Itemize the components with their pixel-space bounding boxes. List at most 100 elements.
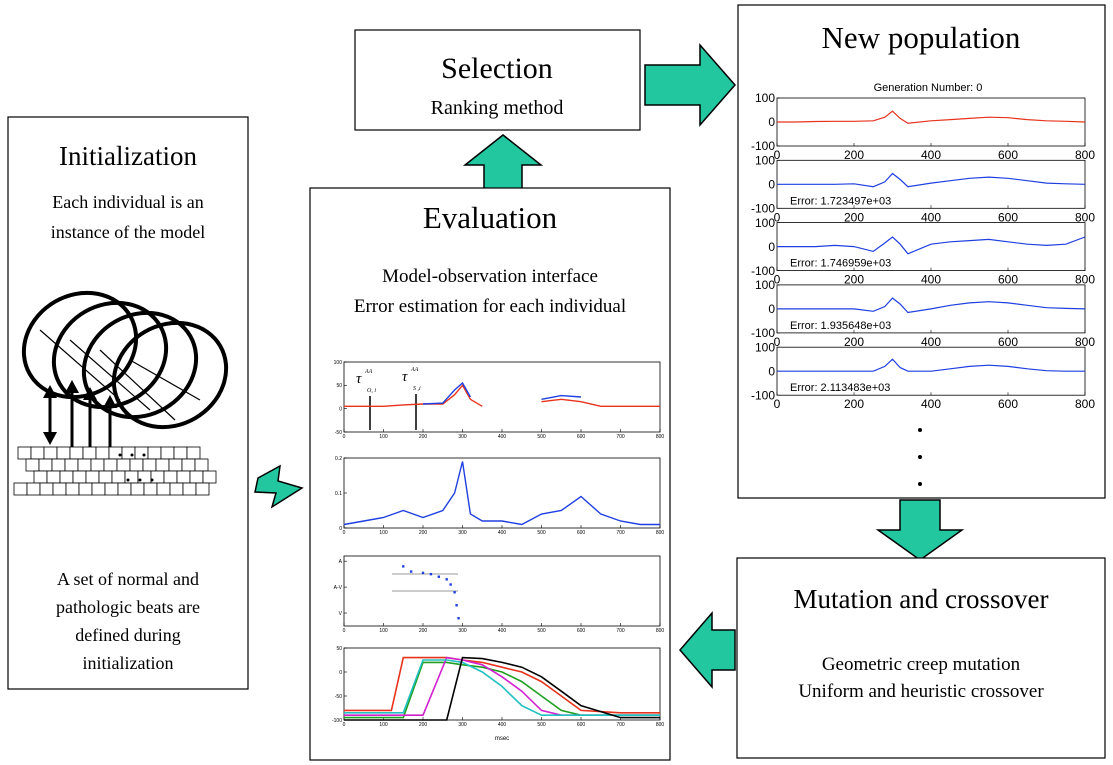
arrow-right [644, 43, 736, 127]
brick-dot [138, 478, 142, 482]
x-tick-label: 600 [998, 148, 1018, 162]
data-point [421, 571, 425, 575]
x-tick-label: 800 [1075, 335, 1095, 349]
annotation-symbol: τ [402, 369, 408, 385]
brick [186, 446, 201, 460]
x-tick-label: 100 [379, 530, 388, 536]
y-tick-label: -100 [751, 388, 775, 402]
selection-box [354, 29, 641, 131]
data-point [445, 578, 448, 581]
y-tick-label: 100 [334, 360, 343, 366]
brick [124, 470, 139, 484]
brick [163, 470, 178, 484]
data-line [344, 656, 660, 721]
y-tick-label: 50 [336, 646, 342, 652]
x-tick-label: 500 [537, 530, 546, 536]
x-tick-label: 600 [998, 273, 1018, 287]
x-tick-label: 700 [616, 722, 625, 728]
data-line [777, 236, 1086, 255]
brick-dot [118, 453, 122, 457]
x-tick-label: 100 [379, 628, 388, 634]
x-tick-label: 600 [998, 335, 1018, 349]
brick [33, 470, 48, 484]
x-tick-label: 100 [379, 722, 388, 728]
data-point [449, 583, 452, 586]
x-tick-label: 400 [921, 273, 941, 287]
y-tick-label: 100 [755, 340, 775, 354]
brick [82, 446, 97, 460]
text-line: Geometric creep mutation [822, 654, 1021, 675]
x-tick-label: 400 [921, 397, 941, 411]
y-tick-label: A-V [334, 585, 343, 591]
y-tick-label: 0 [768, 302, 775, 316]
heart-model [21, 290, 229, 480]
data-line [422, 381, 582, 405]
text-line: Error estimation for each individual [354, 296, 626, 317]
y-tick-label: 0 [768, 364, 775, 378]
brick [25, 458, 40, 472]
new-population-box [737, 4, 1106, 499]
brick [39, 482, 54, 496]
x-tick-label: 600 [577, 628, 586, 634]
x-tick-label: 0 [343, 722, 346, 728]
brick [104, 482, 119, 496]
x-tick-label: 0 [774, 148, 781, 162]
x-tick-label: 600 [577, 722, 586, 728]
y-tick-label: 100 [755, 154, 775, 168]
x-tick-label: 800 [1075, 148, 1095, 162]
x-tick-label: 200 [419, 434, 428, 440]
ellipsis-dot [918, 428, 922, 432]
text-line: pathologic beats are [56, 597, 200, 617]
brick [64, 458, 79, 472]
x-tick-label: 400 [498, 530, 507, 536]
y-tick-label: 0.2 [335, 456, 342, 462]
brick-dot [142, 453, 146, 457]
data-line [777, 172, 1086, 188]
x-tick-label: 600 [998, 210, 1018, 224]
x-tick-label: 0 [774, 335, 781, 349]
text-line: Model-observation interface [382, 266, 598, 287]
annotation-sup: AA [410, 367, 419, 373]
x-tick-label: 200 [419, 722, 428, 728]
text-line: instance of the model [51, 222, 205, 242]
annotation: τ AA O, i τ AA S ,i [356, 367, 421, 430]
x-tick-label: 300 [458, 434, 467, 440]
data-point [455, 604, 458, 607]
x-tick-label: 800 [656, 628, 665, 634]
y-tick-label: 0 [339, 526, 342, 532]
x-tick-label: 100 [379, 434, 388, 440]
x-tick-label: 200 [844, 148, 864, 162]
data-line [344, 659, 660, 716]
error-label: Error: 1.935648e+03 [790, 320, 891, 332]
text-line: Uniform and heuristic crossover [798, 681, 1044, 702]
brick [69, 446, 84, 460]
brick [52, 482, 67, 496]
brick [26, 482, 41, 496]
annotation-sub: S ,i [413, 386, 421, 392]
brick [30, 446, 45, 460]
brick [143, 482, 158, 496]
y-tick-label: 100 [755, 216, 775, 230]
data-line [777, 110, 1086, 124]
x-tick-label: 300 [458, 530, 467, 536]
brick [51, 458, 66, 472]
x-tick-label: 600 [998, 397, 1018, 411]
x-tick-label: 800 [1075, 273, 1095, 287]
ellipsis-dot [918, 482, 922, 486]
y-tick-label: 0 [768, 115, 775, 129]
x-tick-label: 200 [844, 335, 864, 349]
y-tick-label: -100 [332, 718, 342, 724]
arrow-left [679, 610, 736, 690]
brick [147, 446, 162, 460]
data-point [409, 570, 413, 573]
brick [108, 446, 123, 460]
x-tick-label: 200 [419, 628, 428, 634]
y-tick-label: 0 [768, 178, 775, 192]
y-tick-label: 0.1 [335, 491, 342, 497]
mutation-title: Mutation and crossover [794, 584, 1049, 614]
x-tick-label: 200 [844, 397, 864, 411]
x-tick-label: 800 [1075, 210, 1095, 224]
x-tick-label: 0 [343, 628, 346, 634]
